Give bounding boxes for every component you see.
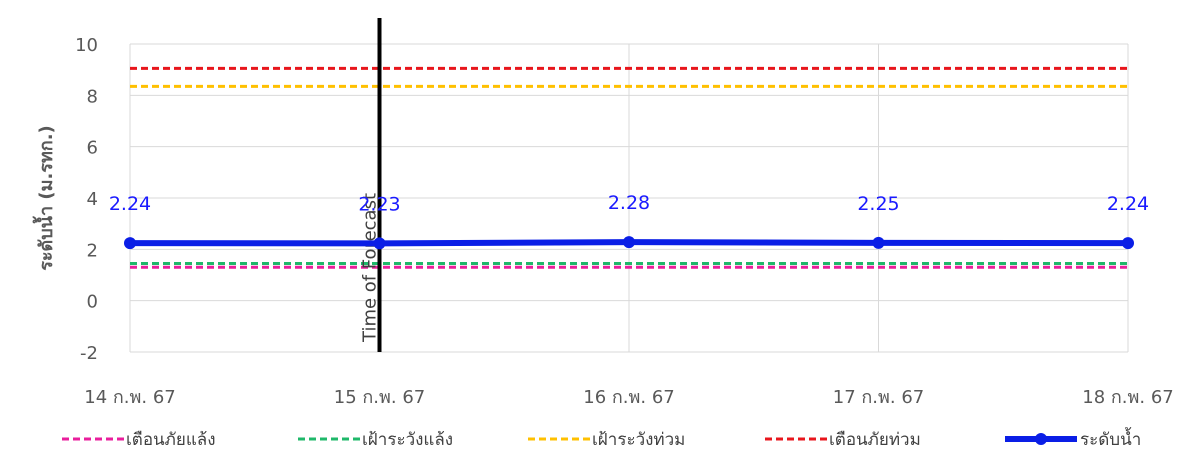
water-level-point-3 [872, 236, 885, 249]
legend: เตือนภัยแล้ง เฝ้าระวังแล้ง เฝ้าระวังท่วม เต… [62, 427, 1141, 450]
data-label-4: 2.24 [1107, 193, 1149, 215]
legend-label-2: เฝ้าระวังท่วม [592, 430, 685, 450]
axis-labels: -2 0 2 4 6 8 10 14 ก.พ. 67 15 ก.พ. 67 16 ก.พ. 67 1… [32, 35, 1174, 408]
y-tick-label-0: 0 [87, 292, 98, 313]
threshold-lines [130, 66, 1128, 269]
legend-marker-4 [1035, 433, 1047, 445]
y-axis-title: ระดับน้ำ (ม.รทก.) [32, 125, 57, 271]
water-level-point-2 [623, 236, 635, 249]
data-label-3: 2.25 [857, 193, 899, 215]
x-tick-label-3: 17 ก.พ. 67 [833, 387, 924, 408]
grid-layer [129, 43, 1129, 353]
data-label-0: 2.24 [109, 193, 151, 215]
legend-label-4: ระดับน้ำ [1080, 427, 1141, 450]
forecast-marker: Time of Forecast [360, 18, 382, 352]
legend-label-0: เตือนภัยแล้ง [126, 430, 216, 450]
y-tick-label-8: 8 [87, 86, 98, 107]
y-tick-label--2: -2 [80, 343, 98, 364]
water-level-point-4 [1122, 237, 1134, 250]
y-tick-label-10: 10 [75, 35, 98, 56]
y-tick-label-6: 6 [87, 138, 98, 159]
x-tick-label-0: 14 ก.พ. 67 [84, 387, 175, 408]
water-level-point-1 [373, 237, 386, 250]
data-labels: 2.24 2.23 2.28 2.25 2.24 [109, 192, 1149, 215]
x-tick-label-4: 18 ก.พ. 67 [1082, 387, 1173, 408]
x-tick-label-2: 16 ก.พ. 67 [583, 387, 674, 408]
water-level-series [124, 236, 1134, 250]
y-tick-label-2: 2 [87, 240, 98, 261]
x-tick-label-1: 15 ก.พ. 67 [334, 387, 425, 408]
data-label-1: 2.23 [358, 193, 400, 215]
y-tick-label-4: 4 [87, 189, 98, 210]
forecast-label: Time of Forecast [360, 193, 381, 343]
legend-label-1: เฝ้าระวังแล้ง [362, 430, 453, 450]
water-level-point-0 [124, 237, 136, 250]
legend-label-3: เตือนภัยท่วม [829, 430, 921, 450]
data-label-2: 2.28 [608, 192, 650, 214]
